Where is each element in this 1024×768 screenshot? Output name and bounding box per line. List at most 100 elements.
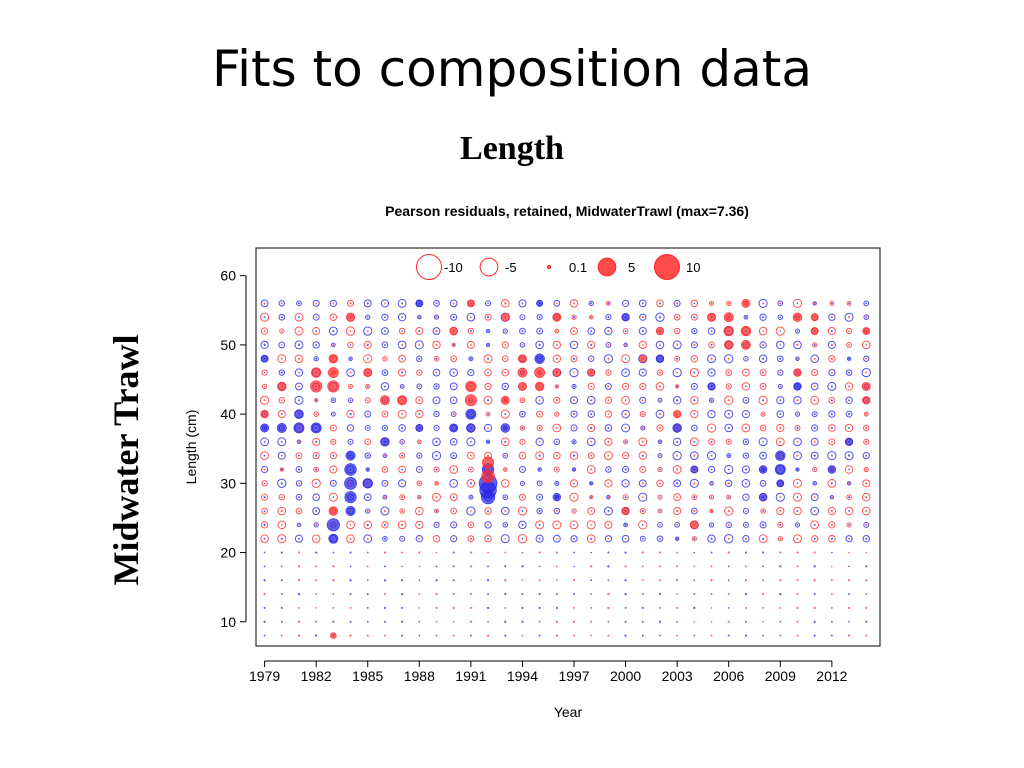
residual-bubble-notable [294, 409, 304, 419]
residual-bubble-notable [862, 327, 871, 335]
residual-bubble [848, 537, 850, 540]
residual-bubble [573, 344, 575, 346]
residual-bubble [676, 537, 679, 540]
residual-open-bubble [621, 479, 630, 488]
residual-bubble [349, 593, 352, 596]
residual-open-bubble [708, 438, 715, 446]
residual-open-bubble [589, 481, 594, 486]
residual-bubble [710, 440, 713, 443]
residual-bubble [641, 523, 644, 526]
residual-bubble [504, 510, 507, 513]
residual-bubble [761, 523, 765, 526]
residual-open-bubble [519, 314, 526, 321]
residual-bubble [848, 399, 850, 402]
residual-bubble [572, 634, 576, 637]
residual-bubble [452, 606, 455, 610]
residual-bubble [744, 523, 747, 526]
residual-open-bubble [449, 299, 458, 308]
residual-open-bubble [605, 342, 612, 348]
residual-open-bubble [294, 354, 304, 364]
residual-bubble [349, 330, 352, 332]
residual-open-bubble [638, 492, 648, 502]
x-axis-label: Year [554, 704, 583, 720]
residual-open-bubble [260, 327, 269, 335]
residual-open-bubble [312, 299, 320, 307]
residual-open-bubble [570, 355, 578, 363]
residual-open-bubble [844, 465, 854, 474]
residual-open-bubble [295, 480, 303, 487]
residual-open-bubble [433, 300, 440, 307]
residual-open-bubble [517, 506, 528, 516]
residual-open-bubble [828, 534, 836, 543]
residual-bubble [676, 343, 679, 346]
residual-bubble [504, 565, 507, 568]
residual-bubble-notable [327, 367, 339, 379]
residual-bubble [813, 399, 816, 402]
residual-open-bubble [604, 479, 613, 488]
residual-open-bubble [690, 313, 698, 321]
residual-open-bubble [484, 368, 492, 377]
y-tick-label: 40 [220, 406, 236, 422]
residual-bubble [555, 357, 558, 360]
residual-open-bubble [655, 409, 665, 419]
residual-bubble [280, 371, 283, 374]
residual-open-bubble [638, 368, 647, 377]
residual-open-bubble [845, 369, 853, 376]
residual-bubble [590, 454, 593, 457]
residual-open-bubble [554, 384, 559, 389]
residual-bubble [745, 510, 747, 512]
residual-bubble [573, 427, 575, 429]
residual-bubble [435, 634, 438, 637]
residual-bubble [830, 579, 833, 582]
residual-bubble [813, 343, 816, 346]
residual-bubble [418, 523, 421, 526]
residual-open-bubble [638, 340, 647, 350]
residual-bubble [676, 440, 679, 443]
residual-open-bubble [657, 439, 663, 445]
residual-open-bubble [535, 451, 545, 461]
residual-bubble [796, 482, 799, 485]
residual-open-bubble [742, 368, 750, 377]
residual-open-bubble [828, 313, 836, 321]
residual-bubble [693, 620, 696, 623]
residual-bubble [727, 634, 730, 637]
residual-bubble [762, 551, 765, 554]
residual-open-bubble [777, 355, 784, 363]
residual-open-bubble [742, 438, 750, 446]
residual-bubble [555, 537, 558, 540]
residual-bubble [744, 620, 747, 623]
residual-open-bubble [656, 535, 664, 542]
residual-bubble [280, 330, 283, 332]
residual-bubble-notable [482, 456, 495, 469]
residual-bubble [830, 496, 833, 499]
residual-bubble [590, 426, 593, 430]
residual-open-bubble [569, 299, 579, 308]
residual-bubble [280, 357, 283, 360]
residual-bubble [418, 510, 421, 512]
residual-bubble-notable [415, 299, 424, 308]
residual-bubble [538, 579, 541, 582]
residual-bubble [796, 454, 799, 457]
residual-bubble [830, 357, 833, 360]
residual-bubble [641, 606, 644, 609]
residual-open-bubble [363, 354, 373, 364]
residual-bubble [280, 634, 283, 637]
residual-bubble [865, 316, 868, 319]
residual-bubble [779, 496, 782, 499]
residual-bubble [865, 357, 868, 360]
residual-bubble [469, 620, 472, 623]
residual-bubble [847, 412, 851, 416]
residual-bubble [332, 468, 335, 471]
residual-open-bubble [759, 341, 767, 349]
y-tick-label: 30 [220, 475, 236, 491]
residual-bubble [383, 523, 386, 526]
residual-bubble [779, 426, 782, 430]
residual-open-bubble [742, 521, 749, 528]
residual-bubble [470, 468, 472, 471]
residual-bubble [830, 329, 833, 333]
residual-bubble [830, 343, 834, 347]
residual-open-bubble [621, 534, 630, 543]
residual-bubble [831, 607, 833, 609]
residual-open-bubble [811, 369, 819, 377]
residual-bubble [263, 565, 266, 568]
